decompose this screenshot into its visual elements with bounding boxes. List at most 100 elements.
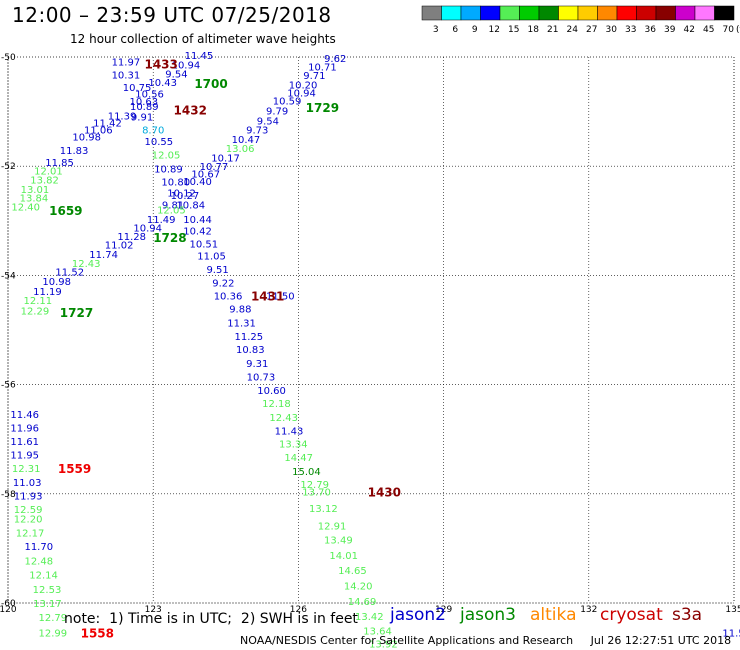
wave-height-label: 12.91 [318,521,347,532]
wave-height-label: 9.54 [165,69,187,80]
wave-height-label: 12.79 [38,613,67,624]
wave-height-label: 10.71 [308,62,337,73]
colorbar-label: 6 [452,25,458,35]
wave-height-label: 11.85 [45,158,74,169]
colorbar-swatch [421,5,442,21]
colorbar-swatch [441,5,462,21]
wave-height-label: 11.28 [117,232,146,243]
pass-time-label: 1430 [368,486,401,500]
colorbar-label: 27 [586,25,597,35]
wave-height-label: 14.20 [344,582,373,593]
legend-s3a: s3a [672,605,703,625]
x-tick-label: 129 [435,605,452,615]
wave-height-label: 14.01 [329,551,358,562]
colorbar-label: 70 [723,25,735,35]
colorbar-swatch [460,5,481,21]
wave-height-label: 10.75 [123,83,152,94]
wave-height-label: 10.17 [211,153,240,164]
wave-height-label: 11.25 [235,332,264,343]
wave-height-label: 10.12 [167,188,196,199]
wave-height-label: 11.45 [185,51,214,62]
y-tick-label: -50 [1,53,16,63]
wave-height-label: 10.83 [236,345,265,356]
wave-height-label: 13.92 [369,639,398,650]
colorbar-swatch [519,5,540,21]
wave-height-label: 11.02 [105,240,134,251]
wave-height-label: 10.20 [289,80,318,91]
wave-height-label: 9.51 [206,265,228,276]
wave-height-label: 11.93 [14,491,43,502]
colorbar-swatch [694,5,715,21]
wave-height-label: 11.49 [147,215,176,226]
y-tick-label: -60 [1,599,16,609]
colorbar-label: 33 [625,25,636,35]
wave-height-label: 11.70 [24,542,53,553]
wave-height-label: 11.97 [112,57,141,68]
pass-time-label: 1559 [58,462,91,476]
wave-height-label: 8.70 [142,126,164,137]
pass-time-label: 1659 [49,204,82,218]
wave-height-label: 12.14 [29,571,58,582]
colorbar-swatch [480,5,501,21]
wave-height-label: 12.01 [34,167,63,178]
wave-height-label: 12.40 [11,203,40,214]
legend-jason3: jason3 [460,605,516,625]
colorbar-swatch [558,5,579,21]
wave-height-label: 11.42 [93,119,122,130]
wave-height-label: 11.95 [10,450,39,461]
wave-height-label: 9.91 [131,113,153,124]
pass-time-label: 1558 [81,626,114,640]
colorbar-swatch [597,5,618,21]
wave-height-label: 9.79 [266,107,288,118]
wave-height-label: 11.61 [10,437,39,448]
wave-height-label: 11.50 [266,292,295,303]
page-title: 12:00 – 23:59 UTC 07/25/2018 [12,3,332,27]
wave-height-label: 10.36 [214,292,243,303]
wave-height-label: 11.43 [275,426,304,437]
wave-height-label: 10.63 [129,97,158,108]
wave-height-label: 15.04 [292,467,321,478]
colorbar-label: 24 [567,25,579,35]
wave-height-label: 11.06 [84,126,113,137]
wave-height-label: 11.52 [55,268,84,279]
pass-time-label: 1431 [251,290,284,304]
colorbar-label: 3 [433,25,439,35]
wave-height-label: 11.5 [722,628,740,639]
wave-height-label: 10.89 [154,164,183,175]
wave-height-label: 10.55 [144,137,173,148]
wave-height-label: 11.39 [108,111,137,122]
colorbar-label: 30 [606,25,618,35]
wave-height-label: 10.59 [273,97,302,108]
wave-height-label: 10.89 [130,102,159,113]
legend-jason2: jason2 [390,605,446,625]
pass-time-label: 1728 [153,231,186,245]
colorbar-swatch [577,5,598,21]
colorbar-label: 9 [472,25,478,35]
y-tick-label: -52 [1,162,16,172]
pass-time-label: 1729 [306,101,339,115]
wave-height-label: 13.64 [363,626,392,637]
wave-height-label: 10.31 [112,70,141,81]
colorbar-unit: (ft) [736,25,740,35]
pass-time-label: 1700 [194,77,227,91]
legend-cryosat: cryosat [600,605,663,625]
colorbar-label: 42 [684,25,695,35]
wave-height-label: 13.84 [20,193,49,204]
wave-height-label: 11.74 [89,250,118,261]
legend-altika: altika [530,605,577,625]
wave-height-label: 12.20 [14,514,43,525]
colorbar-label: 45 [703,25,714,35]
wave-height-label: 13.12 [309,504,338,515]
wave-height-points: 11.9711.4510.949.5410.3110.4310.7510.561… [10,51,740,650]
wave-height-label: 12.18 [262,399,291,410]
wave-height-label: 12.05 [152,151,181,162]
colorbar-label: 15 [508,25,519,35]
wave-height-label: 10.98 [72,133,101,144]
wave-height-label: 12.48 [24,556,53,567]
footer-credit: NOAA/NESDIS Center for Satellite Applica… [240,634,732,647]
wave-height-label: 11.05 [197,252,226,263]
wave-height-label: 9.81 [162,200,184,211]
wave-height-label: 14.69 [348,597,377,608]
wave-height-label: 10.44 [183,215,212,226]
